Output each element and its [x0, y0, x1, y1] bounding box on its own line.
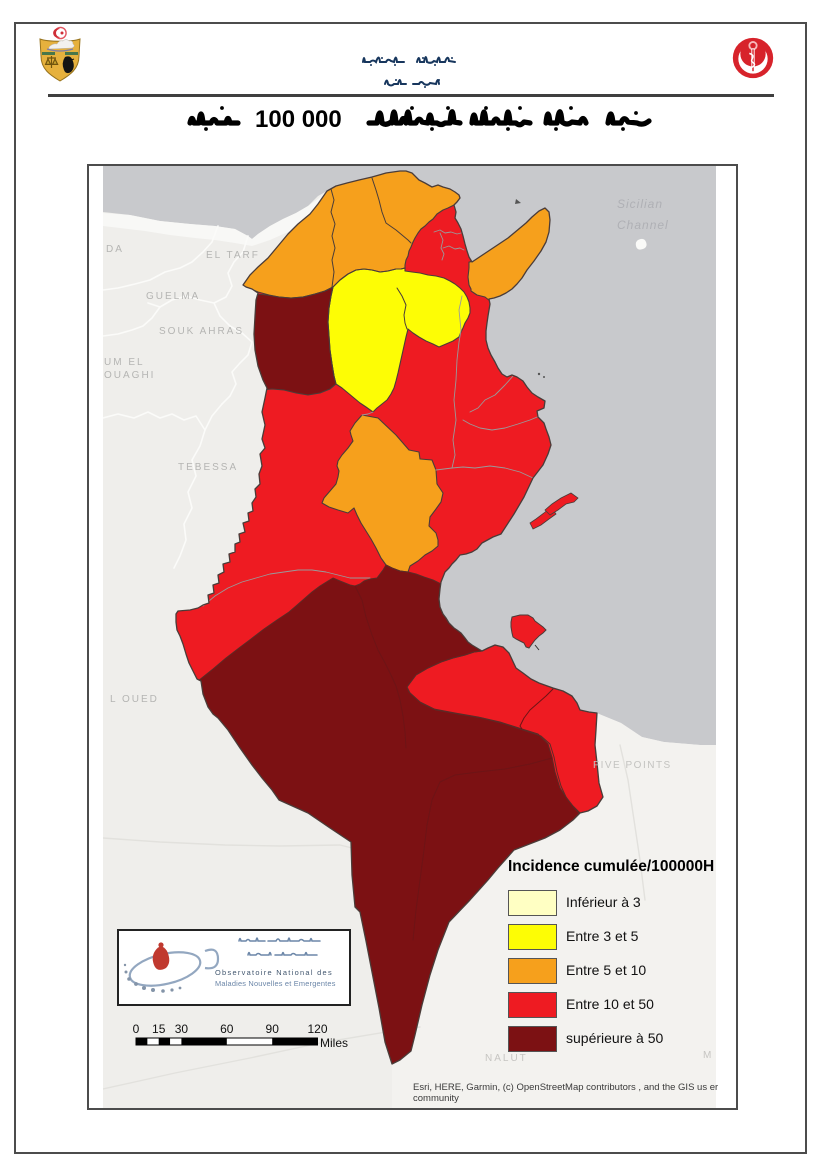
svg-text:Miles: Miles: [320, 1036, 348, 1050]
svg-text:120: 120: [307, 1022, 327, 1036]
svg-text:60: 60: [220, 1022, 234, 1036]
svg-text:0: 0: [133, 1022, 140, 1036]
svg-text:100 000: 100 000: [255, 106, 342, 133]
svg-text:Observatoire National des: Observatoire National des: [215, 968, 333, 977]
svg-text:Maladies Nouvelles et Emergent: Maladies Nouvelles et Emergentes: [215, 979, 336, 988]
svg-text:90: 90: [266, 1022, 280, 1036]
svg-text:15: 15: [152, 1022, 166, 1036]
svg-text:30: 30: [175, 1022, 189, 1036]
